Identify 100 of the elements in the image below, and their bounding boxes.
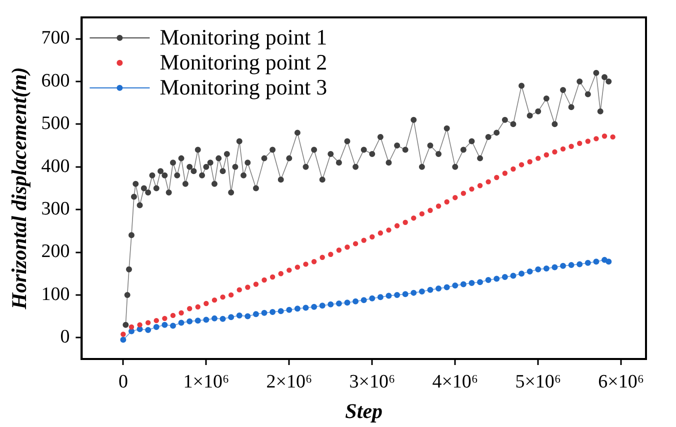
point [360,297,367,304]
point [270,309,276,316]
point [236,312,242,318]
point [162,316,168,322]
point [394,292,400,298]
point [477,183,483,188]
legend-label: Monitoring point 2 [160,50,328,75]
point [369,295,376,302]
point [344,300,350,306]
point [128,324,134,330]
point [336,300,342,306]
point [253,282,259,287]
point [212,297,218,303]
point [510,272,516,279]
point [444,284,450,290]
point [204,300,209,306]
point [220,294,226,300]
point [270,274,276,280]
point [427,286,434,293]
point [328,301,334,308]
point [428,208,433,214]
point [377,294,384,300]
point [444,199,450,204]
point [543,265,550,272]
point [278,308,284,314]
point [419,211,425,216]
point [536,156,541,161]
point [518,162,524,168]
point [410,290,417,296]
point [452,282,458,289]
point [186,318,193,324]
y-tick-label: 500 [41,113,70,134]
point [602,134,608,139]
y-axis-title: Horizontal displacement(m) [7,67,32,310]
point [302,304,309,311]
point [153,324,160,330]
y-tick-label: 400 [41,156,70,177]
point [303,262,308,267]
point [568,262,574,268]
point [352,241,358,246]
point [552,264,558,270]
point [494,174,500,180]
point [228,314,234,320]
x-tick-label: 6×10⁶ [598,371,644,392]
point [606,258,612,265]
point [577,140,582,146]
x-tick-label: 4×10⁶ [432,371,478,392]
legend-label: Monitoring point 3 [160,74,328,100]
point [194,318,201,324]
point [610,134,616,140]
point [452,194,458,200]
point [594,136,599,142]
point [319,302,326,309]
point [378,230,384,236]
point [526,268,533,274]
point [286,268,292,273]
point [585,138,591,144]
point [361,238,366,243]
point [262,277,267,283]
point [584,260,591,266]
point [552,149,558,155]
point [394,223,400,228]
point [436,204,442,209]
point [178,310,184,316]
point [510,166,516,172]
point [494,276,500,282]
y-tick-label: 300 [41,198,70,220]
y-tick-label: 600 [41,70,70,92]
point [311,304,318,310]
point [228,292,234,298]
point [344,244,350,250]
point [244,313,251,320]
y-tick-label: 200 [41,241,70,262]
point [535,266,542,272]
point [252,311,259,318]
point [436,286,442,292]
point [245,284,250,290]
point [294,264,300,270]
point [544,152,550,158]
point [502,170,508,176]
point [386,227,392,233]
point [576,261,583,268]
point [220,316,226,322]
point [370,234,375,240]
point [560,146,566,152]
point [170,312,176,318]
point [203,316,210,323]
x-tick-label: 2×10⁶ [266,371,312,392]
point [286,306,292,313]
point [486,179,491,184]
y-tick-label: 100 [41,284,70,305]
point [294,306,300,312]
point [560,262,566,269]
point [278,271,284,276]
y-tick-label: 0 [60,326,70,348]
point [518,270,525,277]
point [418,288,425,295]
point [402,291,408,298]
x-tick-label: 5×10⁶ [515,371,562,392]
point [402,220,408,225]
